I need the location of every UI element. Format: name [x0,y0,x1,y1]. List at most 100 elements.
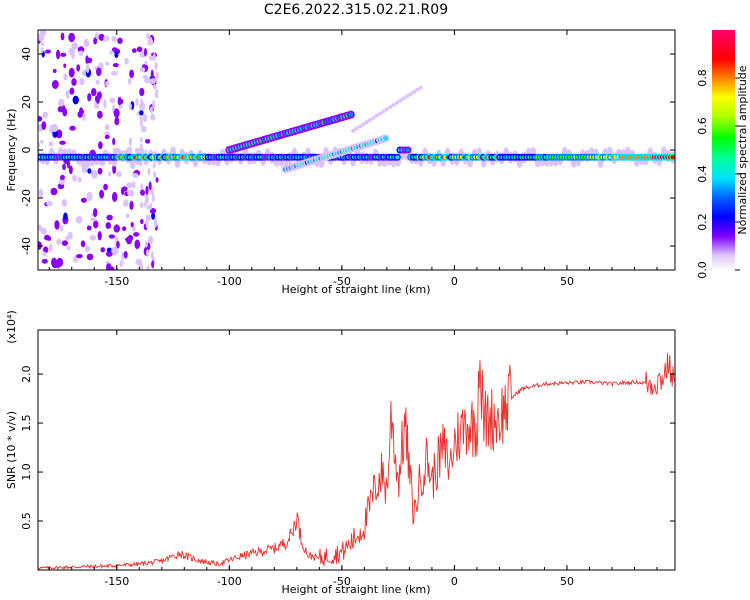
spectrogram-blob [405,94,410,99]
spectrogram-blob [139,137,143,143]
snr-xtick-label: -150 [104,575,129,588]
spectrogram-blob [86,191,93,202]
spectrogram-blob [154,91,158,98]
snr-ytick-label: 0.5 [20,512,33,530]
spectrogram-blob [112,63,119,68]
spectrogram-blob [125,237,131,242]
spectrogram-blob [116,240,120,249]
spectrogram-blob [155,71,159,80]
spectrogram-blob [54,220,60,230]
spectrogram-blob [146,32,150,40]
spectrogram-blob [63,73,68,81]
spectrogram-blob [117,96,122,106]
spectrogram-blob [69,125,76,131]
spectrogram-blob [72,174,77,182]
spectrogram-blob [152,84,157,90]
spectrogram-blob [56,238,62,246]
spectrogram-blob [38,141,41,149]
spectrogram-blob [151,260,155,269]
spectrogram-blob [40,139,44,144]
spectrogram-blob [83,38,90,48]
spectrogram-blob [150,113,156,121]
spectrogram-blob [44,234,51,241]
spectrogram-blob [364,120,369,125]
spectrogram-blob [104,124,110,131]
spectrogram-blob [62,163,66,171]
spectrogram-blob [93,207,98,218]
spectrogram-blob [127,77,132,85]
spectrogram-blob [145,185,149,195]
spectrogram-blob [149,36,153,42]
spectrogram-blob [112,137,116,146]
spectrogram-blob [40,47,44,53]
spectrogram-ytick-label: 20 [20,95,33,109]
spectrogram-blob [125,213,130,219]
spectrogram-blob [67,231,73,239]
spectrogram-blob [354,126,359,131]
spectrogram-blob [140,201,144,209]
spectrogram-blob [140,183,144,192]
spectrogram-blob [418,85,423,90]
spectrogram-blob [144,138,151,144]
spectrogram-blob [66,245,71,251]
spectrogram-blob [145,218,149,229]
spectrogram-blob [60,52,67,57]
spectrogram-blob [147,236,154,245]
spectrogram-blob [111,191,118,202]
spectrogram-blob [86,253,94,261]
snr-series-line [38,352,675,570]
spectrogram-blob [118,104,123,110]
spectrogram-blob [153,171,157,178]
spectrogram-blob [140,189,145,196]
spectrogram-ytick-label: -40 [20,237,33,255]
spectrogram-blob [60,224,64,232]
spectrogram-blob [139,109,144,116]
spectrogram-blob [86,225,92,231]
spectrogram-blob [357,124,362,129]
spectrogram-blob [71,78,77,86]
spectrogram-blob [46,200,53,207]
colorbar-tick-label: 0.2 [696,213,709,231]
spectrogram-ytick-label: 40 [20,47,33,61]
spectrogram-blob [139,67,143,72]
spectrogram-blob [401,96,406,101]
snr-xtick-label: 50 [560,575,574,588]
spectrogram-blob [48,141,54,147]
spectrogram-blob [38,116,43,122]
colorbar-tick-label: 0.0 [696,261,709,279]
spectrogram-xtick-label: 50 [560,275,574,288]
spectrogram-blob [56,129,63,139]
spectrogram-blob [81,166,89,173]
spectrogram-blob [104,134,110,140]
spectrogram-blob [79,77,85,86]
snr-xtick-label: -50 [333,575,351,588]
colorbar-tick-label: 0.4 [696,165,709,183]
spectrogram-blob [38,188,44,198]
spectrogram-blob [139,160,143,167]
spectrogram-blob [131,48,137,53]
spectrogram-blob [38,32,45,42]
spectrogram-blob [361,122,366,127]
spectrogram-blob [108,171,112,177]
spectrogram-blob [348,112,354,118]
spectrogram-blob [143,47,147,57]
spectrogram-blob [128,137,132,147]
spectrogram-blob [129,200,134,210]
spectrogram-blob [405,148,411,152]
snr-xtick-label: -100 [217,575,242,588]
spectrogram-blob [127,189,132,197]
spectrogram-xlabel: Height of straight line (km) [281,283,430,296]
spectrogram-blob [146,249,150,258]
spectrogram-blob [391,102,396,107]
spectrogram-blob [111,247,118,256]
spectrogram-blob [140,218,144,225]
spectrogram-blob [106,214,113,221]
spectrogram-blob [80,240,86,248]
spectrogram-blob [151,212,156,220]
snr-ylabel: SNR (10 * v/v) [5,411,18,489]
spectrogram-blob [139,118,143,127]
spectrogram-blob [130,221,134,228]
colorbar-gradient [712,30,735,270]
spectrogram-blob [87,168,92,174]
spectrogram-blob [50,187,58,196]
